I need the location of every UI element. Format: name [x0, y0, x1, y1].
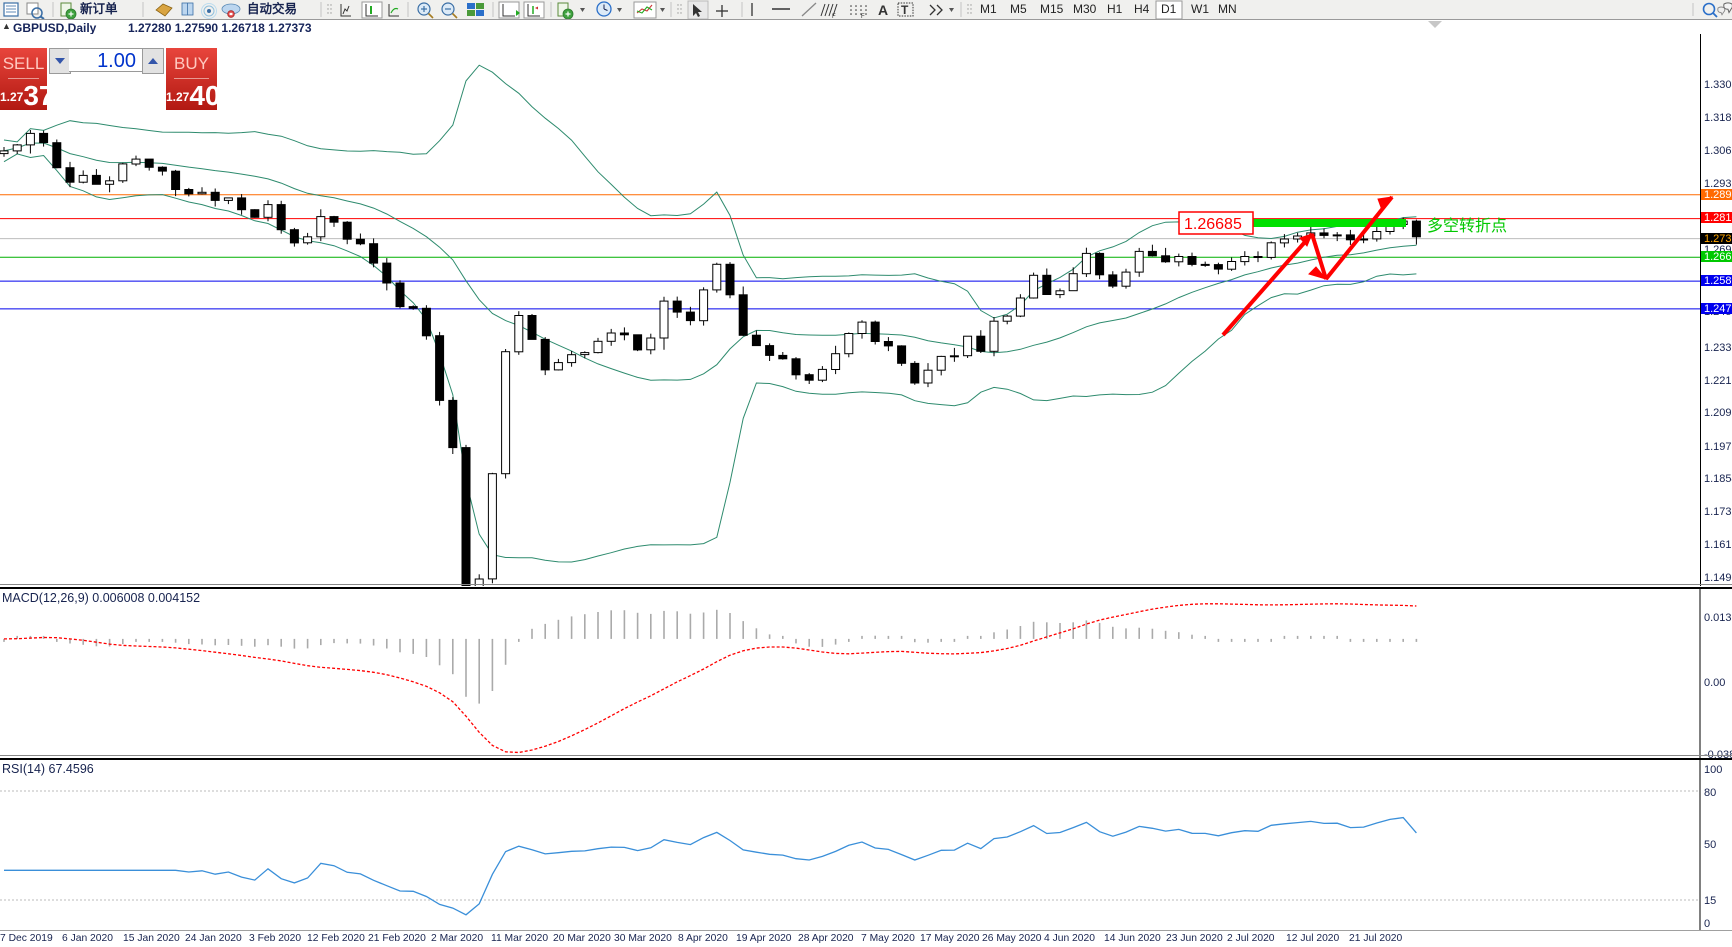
svg-text:D1: D1 — [1161, 2, 1177, 16]
svg-text:1.33035: 1.33035 — [1704, 79, 1732, 91]
svg-text:H1: H1 — [1107, 2, 1123, 16]
svg-text:M15: M15 — [1040, 2, 1064, 16]
svg-text:1.18545: 1.18545 — [1704, 473, 1732, 485]
svg-text:MN: MN — [1218, 2, 1237, 16]
svg-text:1.17320: 1.17320 — [1704, 506, 1732, 518]
svg-text:1.30620: 1.30620 — [1704, 145, 1732, 157]
svg-text:1.16130: 1.16130 — [1704, 539, 1732, 551]
svg-text:1.28986: 1.28986 — [1704, 189, 1732, 201]
svg-text:1.26685: 1.26685 — [1184, 216, 1242, 233]
svg-text:F: F — [861, 14, 865, 19]
svg-text:M1: M1 — [980, 2, 997, 16]
svg-text:H4: H4 — [1134, 2, 1150, 16]
svg-text:0: 0 — [1704, 918, 1710, 930]
svg-text:100: 100 — [1704, 764, 1722, 776]
svg-text:多空转折点: 多空转折点 — [1427, 217, 1507, 235]
svg-text:新订单: 新订单 — [80, 1, 118, 16]
svg-text:0.00: 0.00 — [1704, 677, 1725, 689]
svg-text:M5: M5 — [1010, 2, 1027, 16]
svg-text:1.24786: 1.24786 — [1704, 303, 1732, 315]
svg-text:15: 15 — [1704, 895, 1716, 907]
svg-text:1.28109: 1.28109 — [1704, 212, 1732, 224]
svg-text:0.013301: 0.013301 — [1704, 612, 1732, 624]
svg-text:T: T — [901, 3, 909, 17]
svg-text:1.26685: 1.26685 — [1704, 251, 1732, 263]
svg-text:1.23375: 1.23375 — [1704, 342, 1732, 354]
svg-text:1.27373: 1.27373 — [1704, 233, 1732, 245]
svg-text:1.25808: 1.25808 — [1704, 275, 1732, 287]
svg-text:80: 80 — [1704, 787, 1716, 799]
svg-text:50: 50 — [1704, 839, 1716, 851]
svg-text:1.19735: 1.19735 — [1704, 441, 1732, 453]
svg-text:A: A — [878, 2, 888, 18]
svg-text:W1: W1 — [1191, 2, 1209, 16]
svg-text:自动交易: 自动交易 — [247, 1, 297, 16]
svg-text:1.14905: 1.14905 — [1704, 572, 1732, 584]
svg-text:1.20960: 1.20960 — [1704, 407, 1732, 419]
svg-text:1.22150: 1.22150 — [1704, 375, 1732, 387]
svg-text:1.31810: 1.31810 — [1704, 112, 1732, 124]
svg-text:F: F — [832, 14, 836, 19]
svg-text:M30: M30 — [1073, 2, 1097, 16]
